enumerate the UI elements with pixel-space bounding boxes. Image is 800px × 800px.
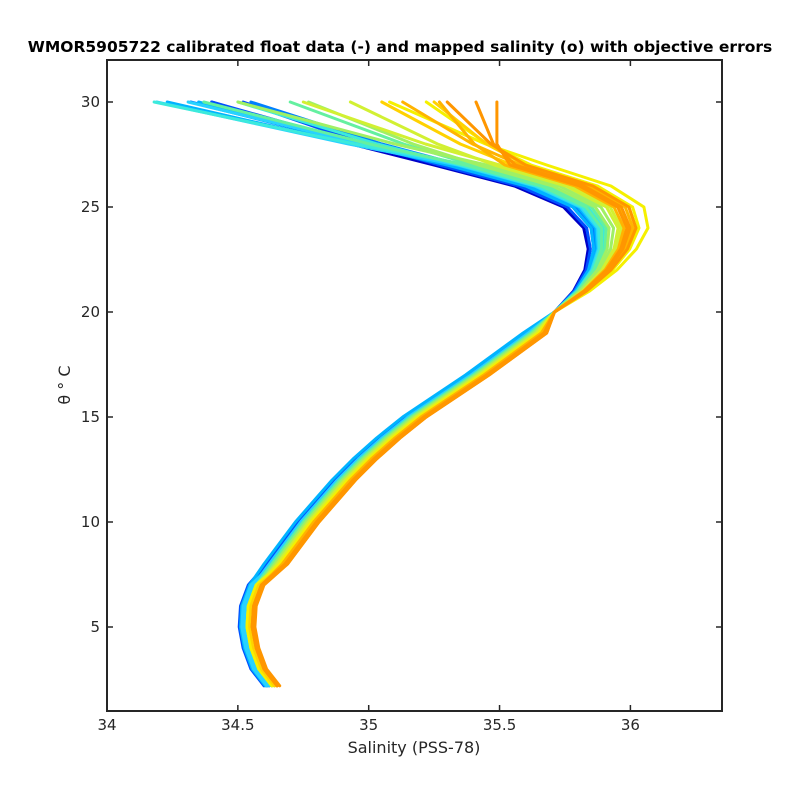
y-tick-label: 5	[90, 618, 100, 636]
x-tick-label: 36	[621, 716, 640, 734]
profile-line-25	[253, 100, 629, 688]
y-tick-label: 15	[81, 408, 100, 426]
y-tick-label: 20	[81, 303, 100, 321]
chart-title: WMOR5905722 calibrated float data (-) an…	[28, 38, 772, 56]
x-tick-label: 34.5	[221, 716, 254, 734]
x-tick-label: 35	[359, 716, 378, 734]
x-tick-label: 34	[97, 716, 116, 734]
y-axis-label: θ ° C	[55, 365, 74, 404]
profiles-layer	[152, 100, 650, 688]
axis-ticks: 34 34.5 35 35.5 36 5 10 15 20 25 30	[81, 60, 722, 734]
profile-line-10	[236, 100, 601, 688]
x-axis-label: Salinity (PSS-78)	[348, 738, 481, 757]
profile-line-12	[248, 100, 608, 688]
plot-frame	[106, 59, 723, 712]
x-tick-label: 35.5	[483, 716, 516, 734]
y-tick-label: 25	[81, 198, 100, 216]
y-tick-label: 30	[81, 93, 100, 111]
y-tick-label: 10	[81, 513, 100, 531]
